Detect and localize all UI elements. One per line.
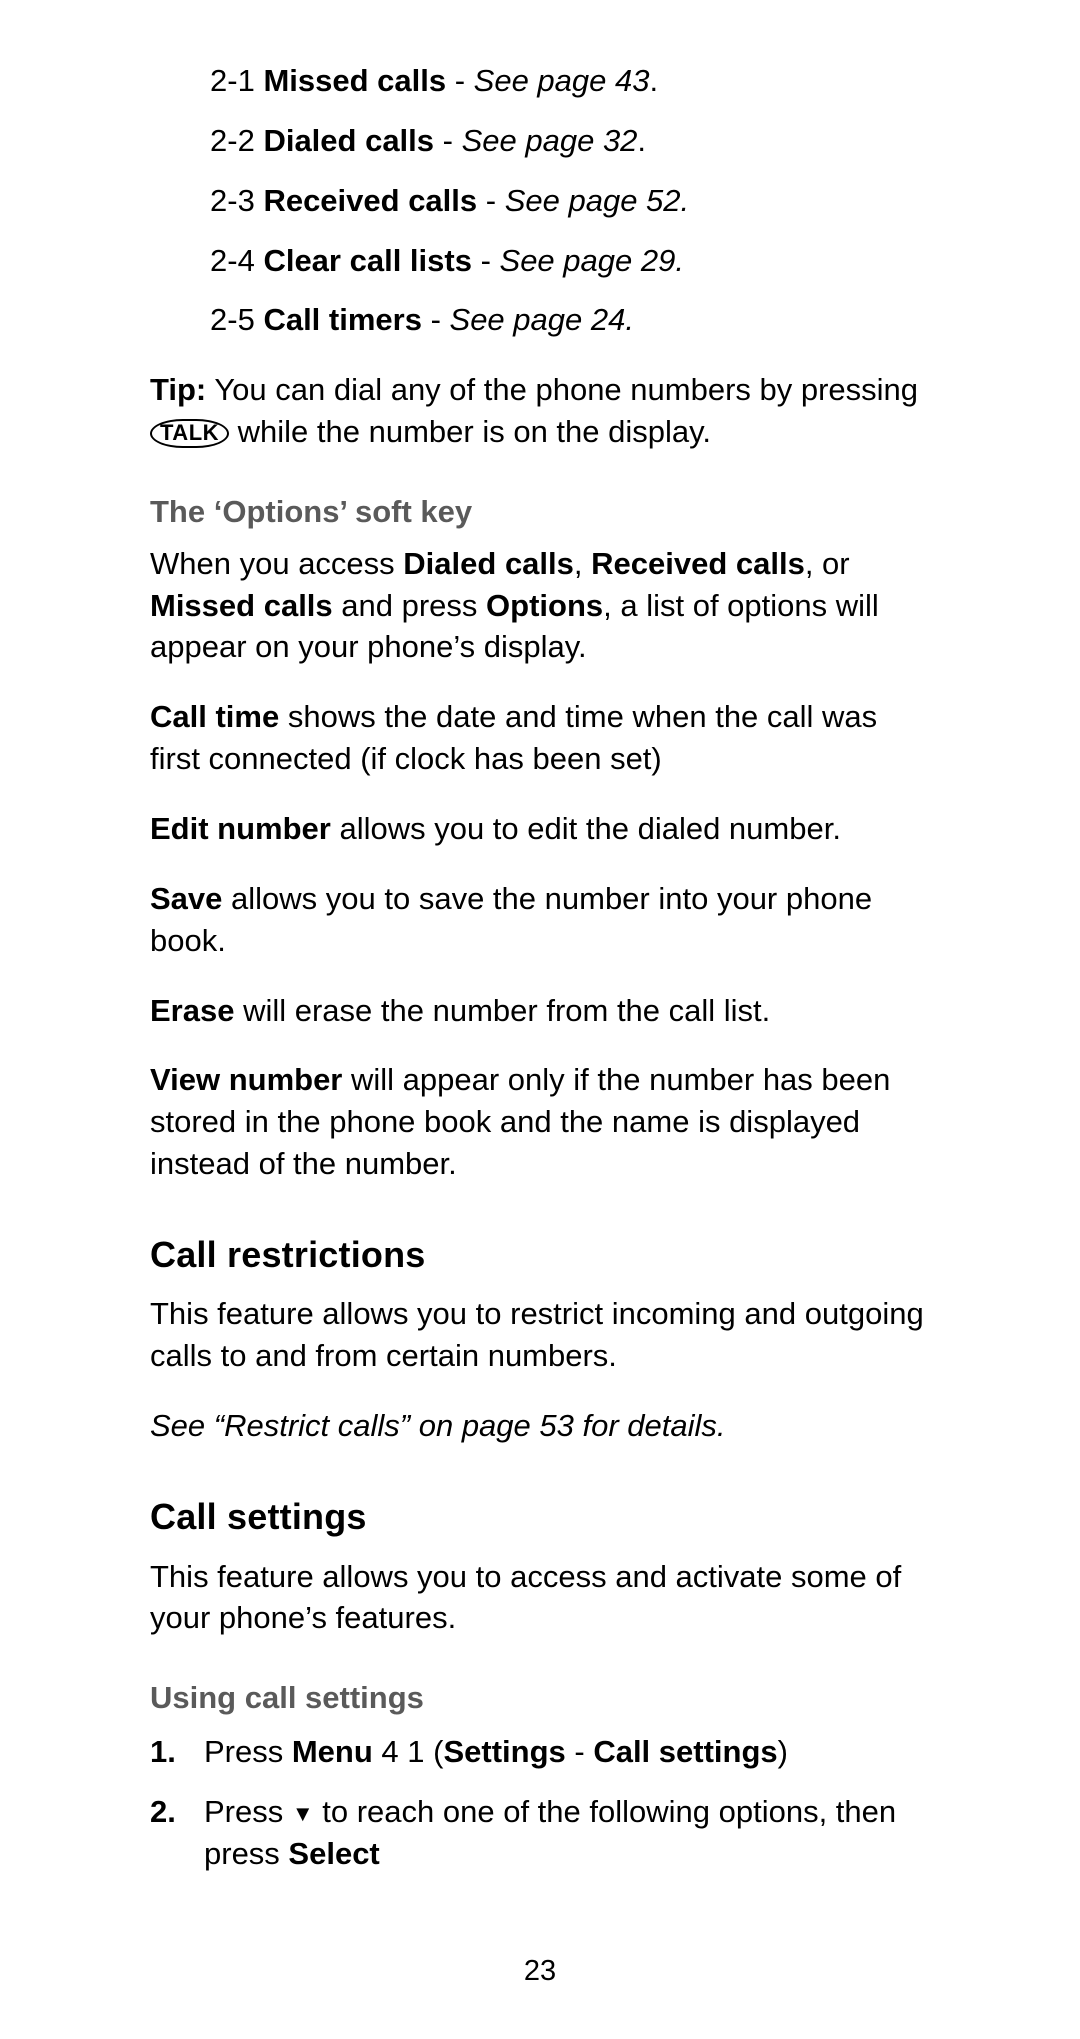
option-label: Erase	[150, 993, 234, 1028]
menu-name: Received calls	[263, 183, 477, 218]
menu-page-ref: See page 29.	[500, 243, 684, 278]
step-item: 2. Press ▼ to reach one of the following…	[150, 1791, 930, 1875]
call-settings-body: This feature allows you to access and ac…	[150, 1556, 930, 1640]
call-restrictions-body: This feature allows you to restrict inco…	[150, 1293, 930, 1377]
option-save: Save allows you to save the number into …	[150, 878, 930, 962]
step-number: 2.	[150, 1791, 204, 1875]
talk-key-icon: TALK	[150, 419, 229, 448]
step-text: Press Menu 4 1 (Settings - Call settings…	[204, 1731, 930, 1773]
menu-num: 2-2	[210, 123, 255, 158]
using-call-settings-heading: Using call settings	[150, 1677, 930, 1719]
options-intro: When you access Dialed calls, Received c…	[150, 543, 930, 669]
option-text: allows you to edit the dialed number.	[331, 811, 841, 846]
option-label: View number	[150, 1062, 342, 1097]
option-calltime: Call time shows the date and time when t…	[150, 696, 930, 780]
manual-page: 2-1 Missed calls - See page 43. 2-2 Dial…	[0, 0, 1080, 2039]
option-text: will erase the number from the call list…	[234, 993, 770, 1028]
dash: -	[431, 302, 450, 337]
tip-label: Tip:	[150, 372, 206, 407]
tip-text-before: You can dial any of the phone numbers by…	[214, 372, 918, 407]
dash: -	[443, 123, 462, 158]
page-number: 23	[0, 1952, 1080, 1991]
menu-item: 2-4 Clear call lists - See page 29.	[210, 240, 930, 282]
call-restrictions-heading: Call restrictions	[150, 1231, 930, 1280]
menu-num: 2-1	[210, 63, 255, 98]
tip-paragraph: Tip: You can dial any of the phone numbe…	[150, 369, 930, 453]
menu-page-ref: See page 43	[474, 63, 650, 98]
step-number: 1.	[150, 1731, 204, 1773]
menu-item: 2-3 Received calls - See page 52.	[210, 180, 930, 222]
menu-page-ref: See page 24.	[450, 302, 634, 337]
down-arrow-icon: ▼	[292, 1799, 314, 1829]
step-item: 1. Press Menu 4 1 (Settings - Call setti…	[150, 1731, 930, 1773]
dash: -	[455, 63, 474, 98]
menu-name: Missed calls	[263, 63, 446, 98]
option-label: Edit number	[150, 811, 331, 846]
steps-list: 1. Press Menu 4 1 (Settings - Call setti…	[150, 1731, 930, 1875]
menu-num: 2-5	[210, 302, 255, 337]
menu-item: 2-1 Missed calls - See page 43.	[210, 60, 930, 102]
option-text: allows you to save the number into your …	[150, 881, 872, 958]
option-viewnumber: View number will appear only if the numb…	[150, 1059, 930, 1185]
call-restrictions-seealso: See “Restrict calls” on page 53 for deta…	[150, 1405, 930, 1447]
menu-num: 2-3	[210, 183, 255, 218]
menu-page-ref: See page 32	[462, 123, 638, 158]
call-settings-heading: Call settings	[150, 1493, 930, 1542]
option-label: Save	[150, 881, 222, 916]
step-text: Press ▼ to reach one of the following op…	[204, 1791, 930, 1875]
menu-name: Clear call lists	[263, 243, 472, 278]
menu-name: Call timers	[263, 302, 422, 337]
dash: -	[486, 183, 505, 218]
option-editnumber: Edit number allows you to edit the diale…	[150, 808, 930, 850]
menu-name: Dialed calls	[263, 123, 434, 158]
menu-list: 2-1 Missed calls - See page 43. 2-2 Dial…	[210, 60, 930, 341]
options-softkey-heading: The ‘Options’ soft key	[150, 491, 930, 533]
dash: -	[481, 243, 500, 278]
menu-page-ref: See page 52.	[505, 183, 689, 218]
menu-num: 2-4	[210, 243, 255, 278]
menu-item: 2-5 Call timers - See page 24.	[210, 299, 930, 341]
tip-text-after: while the number is on the display.	[238, 414, 711, 449]
option-erase: Erase will erase the number from the cal…	[150, 990, 930, 1032]
menu-item: 2-2 Dialed calls - See page 32.	[210, 120, 930, 162]
option-label: Call time	[150, 699, 279, 734]
